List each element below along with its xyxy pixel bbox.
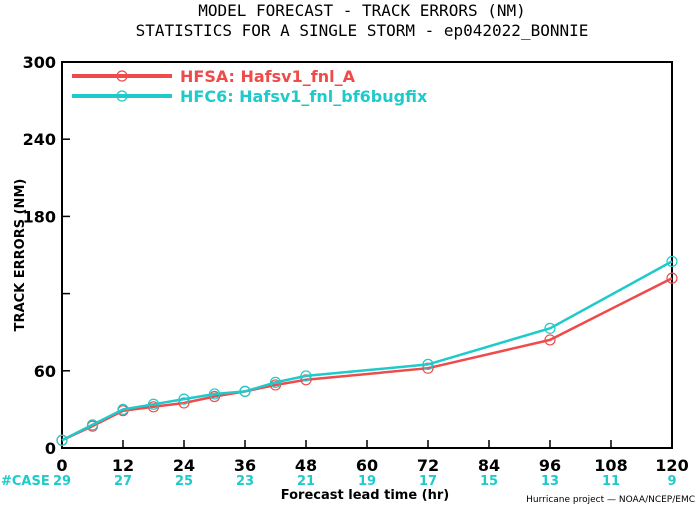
- x-tick-label: 108: [594, 456, 627, 475]
- case-count: 21: [297, 474, 315, 489]
- case-count: 11: [602, 474, 620, 489]
- x-tick-label: 48: [295, 456, 317, 475]
- x-tick-label: 12: [112, 456, 134, 475]
- case-count-row: 29 27 25 23 21 19 17 15 13 11 9 #CASE: [1, 474, 677, 489]
- case-count: 27: [114, 474, 132, 489]
- series-layer: [57, 256, 677, 445]
- series-line-1: [62, 278, 672, 440]
- plot-frame: [62, 62, 672, 448]
- track-error-chart: MODEL FORECAST - TRACK ERRORS (NM) STATI…: [0, 0, 700, 506]
- case-count: 29: [53, 474, 71, 489]
- chart-title: MODEL FORECAST - TRACK ERRORS (NM): [198, 1, 526, 20]
- y-tick-label: 240: [23, 130, 56, 149]
- case-count: 19: [358, 474, 376, 489]
- legend: HFSA: Hafsv1_fnl_AHFC6: Hafsv1_fnl_bf6bu…: [72, 67, 428, 106]
- legend-label-2: HFC6: Hafsv1_fnl_bf6bugfix: [180, 87, 428, 106]
- series-line-2: [62, 261, 672, 440]
- case-count: 9: [667, 474, 676, 489]
- x-tick-label: 72: [417, 456, 439, 475]
- x-tick-label: 24: [173, 456, 195, 475]
- y-tick-label: 60: [34, 362, 56, 381]
- case-count: 13: [541, 474, 559, 489]
- credit-text: Hurricane project — NOAA/NCEP/EMC: [526, 495, 695, 505]
- x-tick-label: 96: [539, 456, 561, 475]
- x-axis: 0 12 24 36 48 60 72 84 96 108 120: [56, 440, 688, 475]
- x-tick-label: 120: [655, 456, 688, 475]
- y-tick-label: 0: [45, 439, 56, 458]
- case-count: 17: [419, 474, 437, 489]
- x-tick-label: 36: [234, 456, 256, 475]
- x-tick-label: 84: [478, 456, 500, 475]
- legend-label-1: HFSA: Hafsv1_fnl_A: [180, 67, 356, 86]
- case-label: #CASE: [1, 474, 50, 489]
- x-tick-label: 60: [356, 456, 378, 475]
- case-count: 15: [480, 474, 498, 489]
- x-axis-label: Forecast lead time (hr): [281, 488, 449, 503]
- case-count: 23: [236, 474, 254, 489]
- x-tick-label: 0: [56, 456, 67, 475]
- chart-subtitle: STATISTICS FOR A SINGLE STORM - ep042022…: [136, 21, 589, 40]
- case-count: 25: [175, 474, 193, 489]
- y-axis-label: TRACK ERRORS (NM): [13, 179, 28, 332]
- y-tick-label: 300: [23, 53, 56, 72]
